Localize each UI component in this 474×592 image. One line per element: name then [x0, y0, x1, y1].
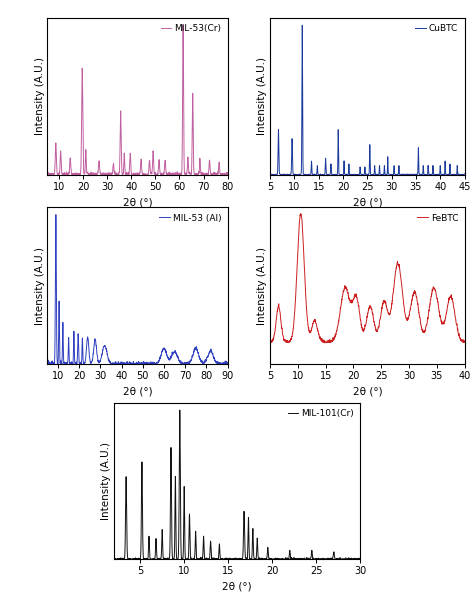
Legend: MIL-101(Cr): MIL-101(Cr) [284, 406, 357, 422]
Y-axis label: Intensity (A.U.): Intensity (A.U.) [257, 247, 267, 324]
X-axis label: 2θ (°): 2θ (°) [123, 197, 152, 207]
Y-axis label: Intensity (A.U.): Intensity (A.U.) [101, 442, 111, 520]
Legend: MIL-53(Cr): MIL-53(Cr) [157, 21, 225, 37]
Legend: CuBTC: CuBTC [412, 21, 462, 37]
Legend: FeBTC: FeBTC [413, 210, 462, 226]
Y-axis label: Intensity (A.U.): Intensity (A.U.) [35, 57, 45, 135]
X-axis label: 2θ (°): 2θ (°) [222, 582, 252, 592]
Legend: MIL-53 (Al): MIL-53 (Al) [155, 210, 225, 226]
Y-axis label: Intensity (A.U.): Intensity (A.U.) [257, 57, 267, 135]
Y-axis label: Intensity (A.U.): Intensity (A.U.) [35, 247, 45, 324]
X-axis label: 2θ (°): 2θ (°) [123, 387, 152, 397]
X-axis label: 2θ (°): 2θ (°) [353, 387, 382, 397]
X-axis label: 2θ (°): 2θ (°) [353, 197, 382, 207]
